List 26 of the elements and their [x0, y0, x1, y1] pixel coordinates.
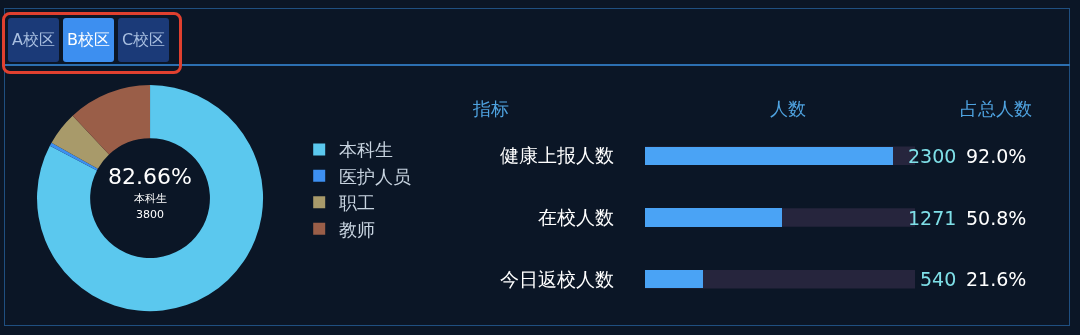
y-tick-label: 在校人数: [538, 206, 614, 229]
data-label: 50.8%: [966, 207, 1027, 229]
data-label: 21.6%: [966, 268, 1027, 290]
data-label: 92.0%: [966, 145, 1027, 167]
text: 占总人数: [960, 98, 1032, 119]
y-tick-label: 健康上报人数: [500, 144, 614, 167]
text: 82.66%: [108, 164, 192, 189]
legend-label: 医护人员: [339, 165, 412, 187]
text: B校区: [62, 18, 114, 62]
annotation: 2300: [908, 145, 957, 167]
annotation: 1271: [908, 207, 957, 229]
donut-slice: [37, 85, 264, 312]
text: 本科生: [134, 192, 167, 205]
legend-label: 本科生: [339, 139, 394, 161]
text: 540: [920, 268, 957, 290]
donut-slice: [72, 85, 151, 155]
text: 3800: [136, 208, 164, 221]
text: 指标: [472, 98, 509, 119]
y-tick-label: 今日返校人数: [500, 267, 614, 290]
text: 人数: [770, 98, 806, 119]
text: C校区: [117, 18, 170, 62]
legend-label: 教师: [339, 218, 376, 240]
donut-slice: [49, 142, 98, 171]
donut-slice: [51, 115, 110, 169]
text: A校区: [8, 18, 59, 62]
legend-label: 职工: [339, 192, 376, 214]
